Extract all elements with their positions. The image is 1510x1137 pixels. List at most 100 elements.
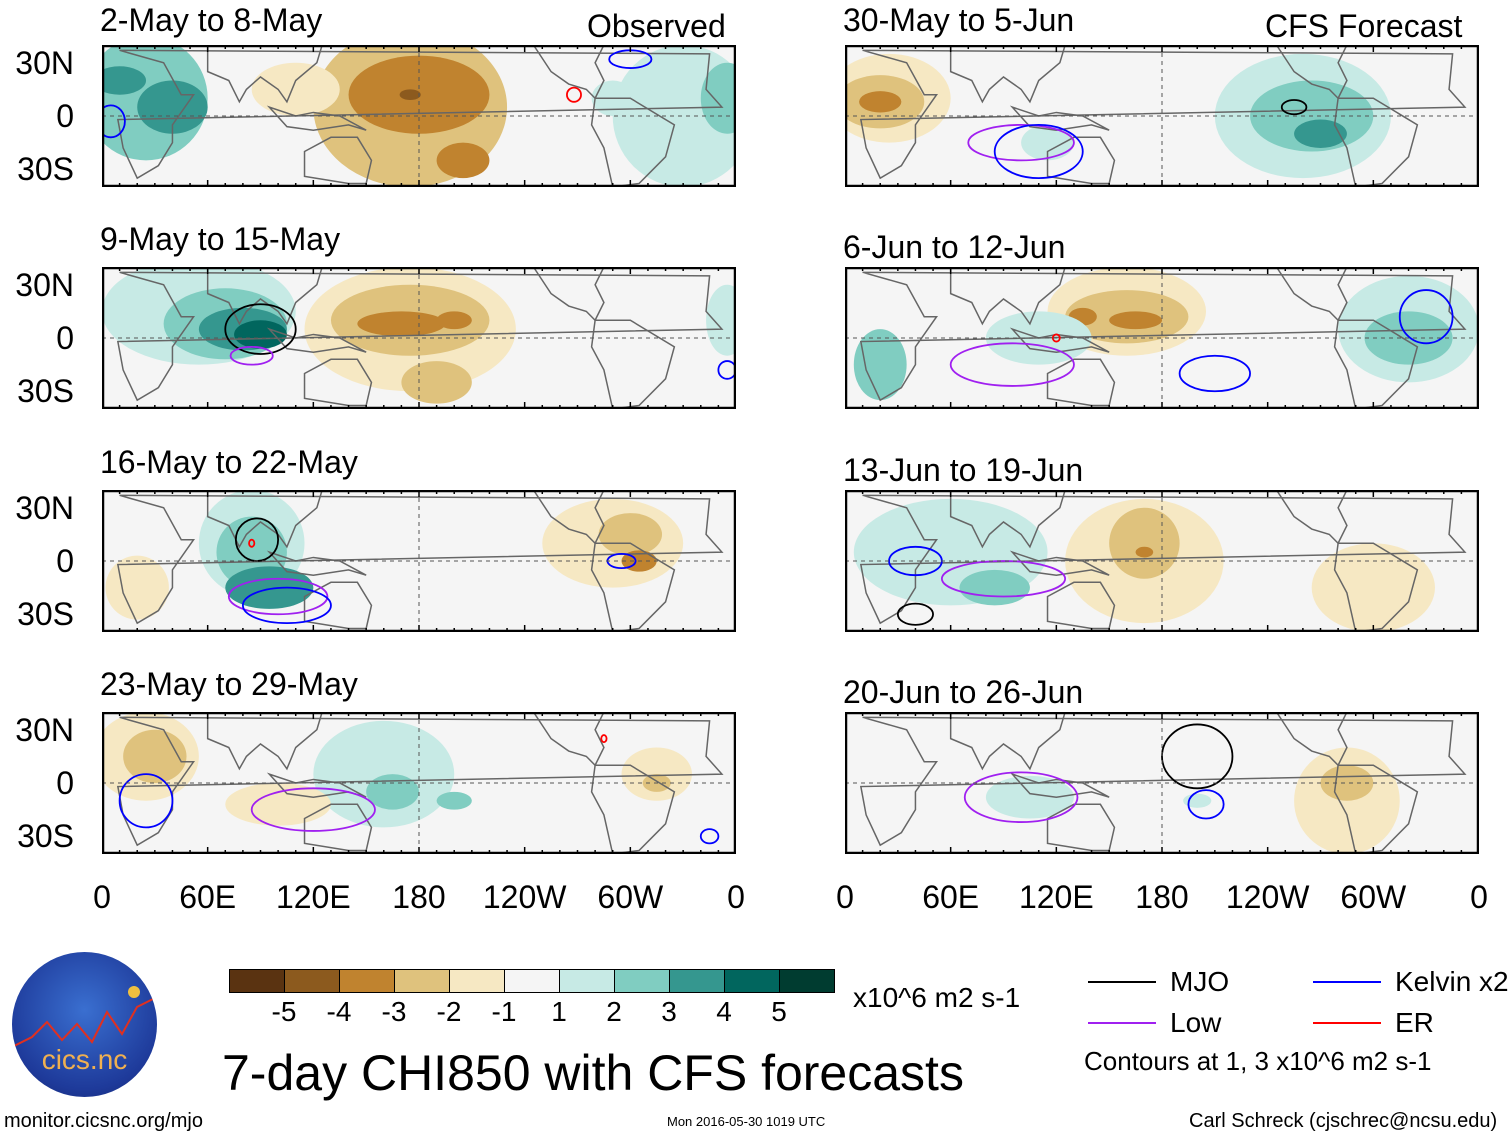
panel-title: 6-Jun to 12-Jun	[843, 229, 1066, 265]
anomaly-shading	[366, 774, 420, 810]
kelvin-contour	[1187, 789, 1225, 820]
coastline	[1046, 358, 1116, 407]
legend-kelvin: Kelvin x2	[1313, 966, 1509, 998]
legend-er: ER	[1313, 1007, 1434, 1039]
footer-url[interactable]: monitor.cicsnc.org/mjo	[4, 1110, 203, 1132]
map-panel	[845, 45, 1479, 187]
coastline	[1046, 803, 1116, 852]
coastline	[949, 712, 1066, 771]
kelvin-contour	[241, 586, 332, 625]
anomaly-shading	[1183, 793, 1212, 808]
coastline	[1046, 581, 1116, 630]
anomaly-shading	[436, 791, 472, 810]
footer-timestamp: Mon 2016-05-30 1019 UTC	[667, 1114, 826, 1129]
legend-low: Low	[1088, 1007, 1221, 1039]
coastline	[266, 772, 367, 798]
coastline	[303, 803, 373, 852]
anomaly-shading	[853, 329, 907, 401]
observed-header: Observed	[587, 8, 726, 44]
colorbar-swatch	[285, 970, 340, 992]
kelvin-contour	[993, 123, 1084, 180]
coastline	[949, 490, 1066, 549]
coastline	[590, 542, 676, 632]
coastline	[532, 712, 605, 767]
er-contour	[1051, 333, 1061, 343]
panel-title: 2-May to 8-May	[100, 2, 323, 38]
er-contour	[600, 734, 608, 744]
coastline	[1046, 136, 1116, 185]
coastline	[532, 45, 605, 100]
colorbar-swatch	[505, 970, 560, 992]
coastline	[1333, 764, 1419, 854]
lat-label: 30N	[15, 44, 74, 81]
mjo-contour	[224, 303, 297, 355]
coastline	[116, 271, 724, 402]
panel-title: 13-Jun to 19-Jun	[843, 452, 1084, 488]
colorbar-swatch	[395, 970, 450, 992]
anomaly-shading	[1294, 119, 1347, 148]
low-contour	[967, 123, 1075, 162]
coastline	[1333, 97, 1419, 187]
kelvin-contour	[717, 360, 736, 380]
colorbar-label: 2	[606, 996, 622, 1027]
mjo-contour	[1161, 723, 1234, 790]
coastline	[303, 136, 373, 185]
colorbar-units: x10^6 m2 s-1	[853, 982, 1021, 1013]
colorbar-swatch	[450, 970, 505, 992]
lon-label: 60E	[922, 879, 980, 915]
low-contour	[940, 560, 1067, 598]
anomaly-shading	[234, 320, 287, 349]
lon-label: 0	[836, 879, 854, 915]
anomaly-shading	[137, 80, 208, 134]
coastline	[532, 267, 605, 322]
colorbar-swatch	[725, 970, 780, 992]
forecast-header: CFS Forecast	[1265, 8, 1463, 44]
colorbar-label: -5	[271, 996, 297, 1027]
coastline	[303, 581, 373, 630]
kelvin-contour	[1178, 354, 1251, 393]
lat-label: 30S	[17, 151, 74, 188]
coastline	[1333, 542, 1419, 632]
coastline	[266, 105, 367, 131]
coastline	[116, 716, 724, 847]
colorbar-label: -1	[491, 996, 517, 1027]
coastline	[206, 45, 323, 104]
colorbar-label: 3	[661, 996, 677, 1027]
anomaly-shading	[598, 513, 663, 556]
panel-title: 16-May to 22-May	[100, 444, 358, 480]
lon-label: 0	[1470, 879, 1488, 915]
coastline	[206, 267, 323, 326]
colorbar-label: -2	[436, 996, 462, 1027]
lat-label: 0	[56, 320, 74, 356]
panel-title: 23-May to 29-May	[100, 666, 358, 702]
colorbar-swatch	[560, 970, 615, 992]
lon-label: 60W	[597, 879, 664, 915]
kelvin-contour	[699, 828, 720, 845]
anomaly-shading	[436, 142, 490, 179]
kelvin-contour	[1398, 289, 1454, 345]
lon-label: 60E	[179, 879, 237, 915]
lon-label: 120W	[482, 879, 567, 915]
low-contour	[229, 345, 274, 366]
coastline	[590, 97, 676, 187]
footer-author: Carl Schreck (cjschrec@ncsu.edu)	[1189, 1110, 1498, 1132]
anomaly-shading	[357, 311, 446, 337]
colorbar-label: 4	[716, 996, 732, 1027]
colorbar-swatch	[780, 970, 834, 992]
anomaly-shading	[436, 311, 472, 330]
anomaly-shading	[105, 555, 169, 620]
colorbar-label: 1	[551, 996, 567, 1027]
lat-label: 30N	[15, 266, 74, 303]
er-contour	[248, 538, 256, 548]
anomaly-shading	[251, 62, 340, 116]
anomaly-shading	[102, 66, 147, 95]
anomaly-shading	[859, 91, 902, 113]
contour-note: Contours at 1, 3 x10^6 m2 s-1	[1084, 1046, 1432, 1076]
map-panel	[102, 45, 736, 187]
anomaly-shading	[401, 361, 472, 404]
colorbar-swatch	[615, 970, 670, 992]
coastline	[859, 271, 1467, 402]
lat-label: 30N	[15, 489, 74, 526]
coastline	[1275, 712, 1348, 767]
coastline	[1275, 490, 1348, 545]
